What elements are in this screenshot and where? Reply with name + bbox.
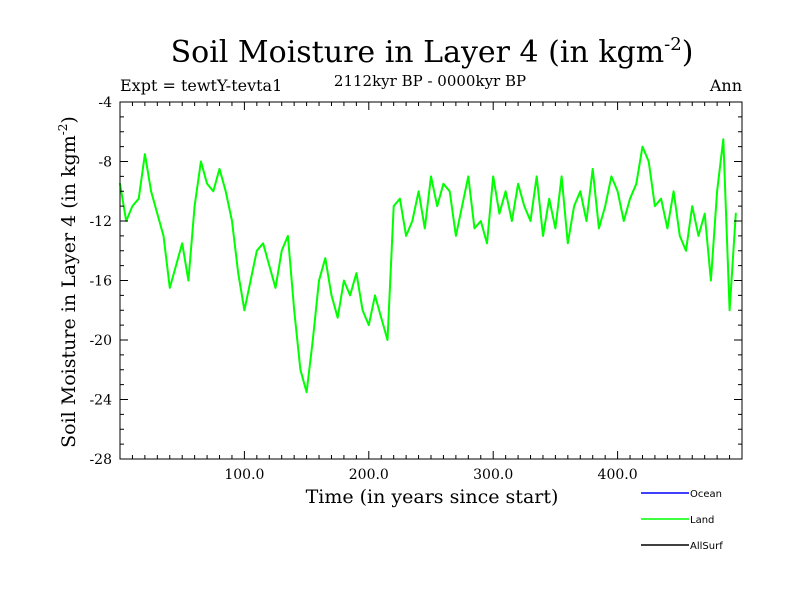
y-axis-title: Soil Moisture in Layer 4 (in kgm-2) bbox=[56, 116, 80, 448]
legend: Ocean Land AllSurf bbox=[641, 489, 723, 552]
y-tick-label: -20 bbox=[89, 333, 112, 349]
x-tick-label: 100.0 bbox=[224, 467, 264, 483]
y-tick-label: -8 bbox=[98, 155, 112, 171]
legend-label-allsurf: AllSurf bbox=[690, 541, 723, 552]
x-tick-label: 400.0 bbox=[598, 467, 638, 483]
y-tick-label: -16 bbox=[89, 274, 112, 290]
y-tick-label: -28 bbox=[89, 452, 112, 468]
y-tick-label: -24 bbox=[89, 393, 112, 409]
series-line-land bbox=[119, 138, 737, 394]
y-tick-label: -4 bbox=[98, 95, 112, 111]
season-label: Ann bbox=[709, 76, 742, 95]
legend-label-ocean: Ocean bbox=[690, 489, 722, 500]
y-tick-label: -12 bbox=[89, 214, 112, 230]
y-axis-label: Soil Moisture in Layer 4 (in kgm-2) bbox=[56, 116, 80, 448]
chart-title: Soil Moisture in Layer 4 (in kgm-2) bbox=[171, 34, 694, 70]
legend-label-land: Land bbox=[690, 515, 714, 526]
experiment-label: Expt = tewtY-tevta1 bbox=[120, 76, 282, 95]
plot-area: -4 -8 -12 -16 -20 -24 -28 100.0 200.0 300.0 400.0 bbox=[89, 95, 743, 483]
chart-subtitle: 2112kyr BP - 0000kyr BP bbox=[334, 72, 526, 90]
x-axis-label: Time (in years since start) bbox=[306, 486, 559, 508]
x-tick-label: 200.0 bbox=[349, 467, 389, 483]
x-tick-label: 300.0 bbox=[473, 467, 513, 483]
